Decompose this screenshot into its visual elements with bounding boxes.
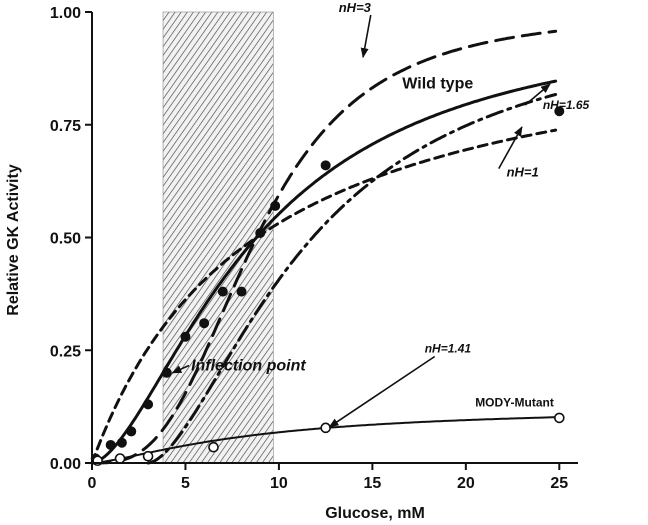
y-tick-label-2: 0.50 (50, 231, 81, 248)
annotations-layer: nH=3 Wild type nH=1.65 nH=1 Inflection point… (171, 0, 590, 428)
annotation-4: Inflection point (191, 358, 306, 375)
data-point-s5-2 (142, 450, 154, 462)
annotation-2: nH=1.65 (543, 98, 590, 112)
annotation-0: nH=3 (339, 0, 372, 15)
data-point-s4-6 (180, 331, 191, 342)
y-tick-label-0: 0.00 (50, 456, 81, 473)
x-tick-label-5: 25 (550, 475, 568, 492)
annotation-5: nH=1.41 (425, 342, 472, 356)
data-point-s4-12 (320, 160, 331, 171)
x-tick-label-0: 0 (88, 475, 97, 492)
annotation-1: Wild type (402, 76, 473, 93)
x-tick-label-4: 20 (457, 475, 475, 492)
x-tick-label-1: 5 (181, 475, 190, 492)
data-point-s4-2 (116, 437, 127, 448)
annotation-arrow-5 (328, 355, 436, 428)
series-line-0 (90, 29, 558, 465)
y-axis-label: Relative GK Activity (5, 164, 22, 316)
data-point-s5-1 (114, 453, 126, 464)
x-axis-label: Glucose, mM (325, 505, 425, 522)
y-tick-label-4: 1.00 (50, 5, 81, 22)
data-point-s5-3 (208, 441, 219, 453)
x-tick-label-2: 10 (270, 475, 288, 492)
data-point-s4-1 (105, 439, 116, 450)
data-point-s4-3 (126, 426, 137, 437)
data-point-s5-5 (554, 412, 565, 424)
annotation-arrow-3 (498, 126, 523, 170)
y-tick-label-3: 0.75 (50, 118, 81, 135)
series-line-2 (90, 128, 558, 465)
data-point-s4-8 (217, 286, 228, 297)
data-point-s4-7 (199, 318, 210, 329)
annotation-3: nH=1 (507, 165, 539, 180)
data-point-s4-5 (161, 367, 172, 378)
series-line-1 (90, 79, 558, 465)
annotation-arrow-4 (171, 364, 190, 374)
data-points-layer (90, 106, 565, 467)
curves-layer (90, 29, 558, 465)
axes-layer: 0 5 10 15 20 25 0.00 0.25 0.50 0.75 1.00 (50, 5, 578, 492)
data-point-s4-4 (143, 399, 154, 410)
x-tick-label-3: 15 (363, 475, 381, 492)
annotation-arrow-2 (524, 83, 551, 106)
data-point-s4-9 (236, 286, 247, 297)
data-point-s4-10 (255, 227, 266, 238)
data-point-s5-4 (320, 422, 331, 434)
series-line-3 (146, 93, 558, 465)
annotation-arrow-0 (360, 14, 372, 59)
data-point-s4-13 (554, 106, 565, 117)
y-tick-label-1: 0.25 (50, 343, 81, 360)
data-point-s4-11 (270, 200, 281, 211)
annotation-6: MODY-Mutant (475, 396, 554, 410)
